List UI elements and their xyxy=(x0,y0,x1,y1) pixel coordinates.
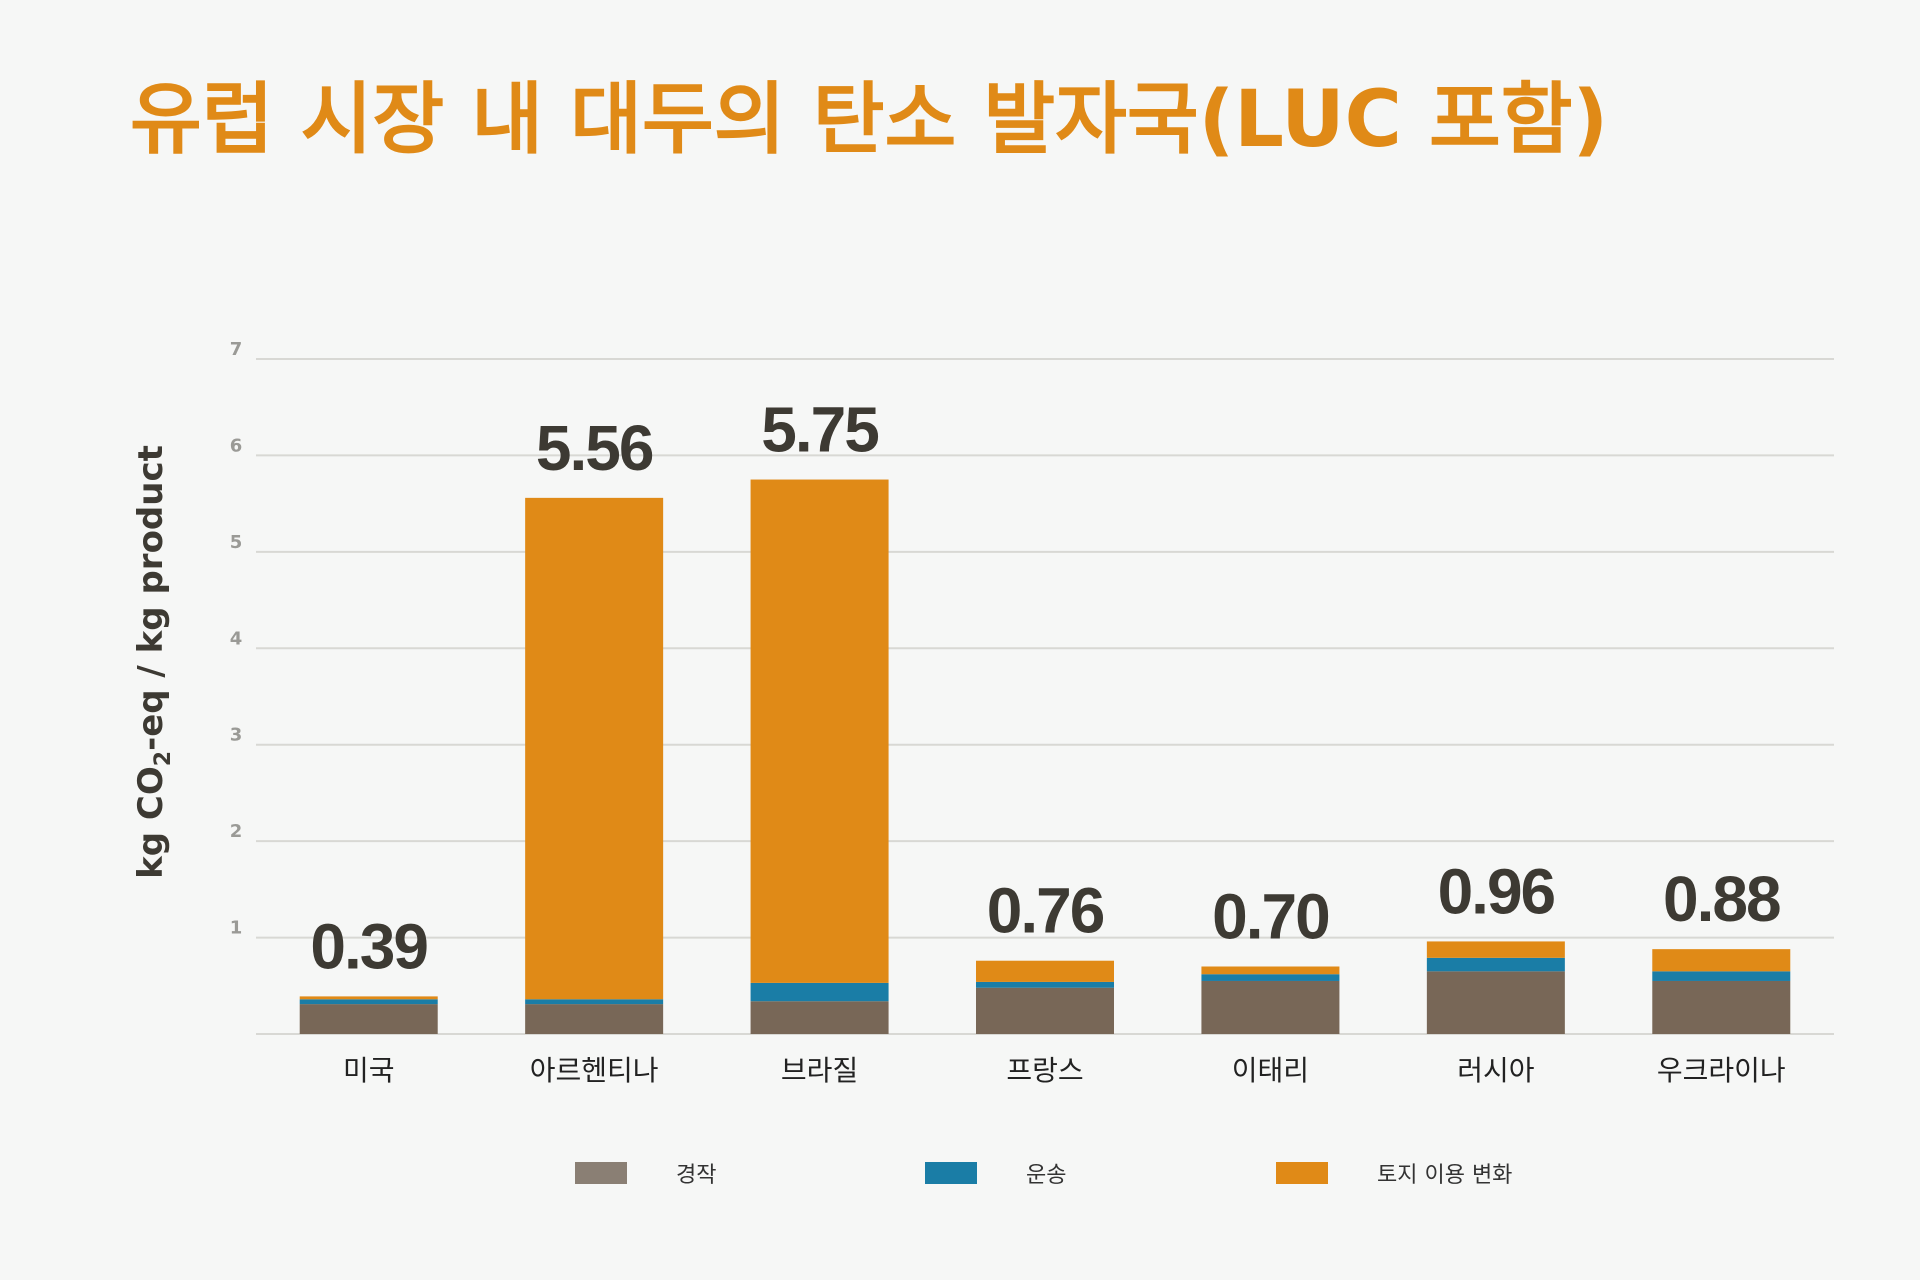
bar-segment xyxy=(976,981,1114,988)
y-tick-label: 5 xyxy=(230,532,243,553)
grid-layer: 1 2 3 4 5 6 7 xyxy=(230,339,1834,1035)
bar-total-label: 0.96 xyxy=(1438,855,1555,927)
y-tick-label: 2 xyxy=(230,821,243,842)
y-tick-label: 6 xyxy=(230,435,243,456)
bar-segment xyxy=(525,999,664,1005)
y-tick-label: 1 xyxy=(230,918,243,939)
legend-swatch xyxy=(575,1162,627,1184)
bar-segment xyxy=(1652,980,1791,1034)
bars-layer xyxy=(299,479,1791,1034)
x-category-label: 브라질 xyxy=(781,1054,858,1087)
legend-swatch xyxy=(925,1162,977,1184)
bar-segment xyxy=(1652,949,1791,972)
bar-segment xyxy=(1201,974,1340,981)
bar-segment xyxy=(525,1004,664,1034)
bar-segment xyxy=(1426,957,1565,972)
bar-segment xyxy=(976,987,1114,1034)
bar-segment xyxy=(750,982,889,1002)
bar-segment xyxy=(1652,971,1791,981)
y-axis-label: kg CO2-eq / kg product xyxy=(131,445,176,879)
y-axis-label-subscript: 2 xyxy=(151,751,176,766)
y-tick-label: 3 xyxy=(230,725,243,746)
bar-segment xyxy=(1426,941,1565,958)
legend-label: 토지 이용 변화 xyxy=(1377,1163,1512,1188)
x-category-label: 러시아 xyxy=(1457,1054,1534,1087)
bar-segment xyxy=(976,960,1114,982)
x-category-label: 프랑스 xyxy=(1006,1054,1083,1087)
bar-total-label: 5.75 xyxy=(761,394,878,466)
legend-swatch xyxy=(1276,1162,1328,1184)
bar-segment xyxy=(1201,966,1340,975)
bar-segment xyxy=(299,1004,438,1034)
bar-total-label: 0.39 xyxy=(310,910,427,982)
bar-segment xyxy=(750,479,889,983)
bar-total-label: 0.70 xyxy=(1212,881,1329,953)
bar-segment xyxy=(299,999,438,1005)
y-axis-label-part-2: -eq / kg product xyxy=(131,445,171,751)
chart-title: 유럽 시장 내 대두의 탄소 발자국(LUC 포함) xyxy=(130,75,1608,165)
y-tick-label: 4 xyxy=(230,628,243,649)
legend: 경작 운송 토지 이용 변화 xyxy=(575,1162,1512,1188)
bar-total-label: 5.56 xyxy=(536,412,653,484)
legend-label: 운송 xyxy=(1026,1163,1066,1188)
labels-layer: 0.39 미국 5.56 아르헨티나 5.75 브라질 0.76 프랑스 0.70 이태리 0.96… xyxy=(310,394,1785,1087)
x-category-label: 우크라이나 xyxy=(1657,1054,1786,1087)
bar-segment xyxy=(750,1001,889,1034)
x-category-label: 이태리 xyxy=(1232,1054,1309,1087)
bar-segment xyxy=(1426,971,1565,1034)
y-tick-label: 7 xyxy=(230,339,243,360)
legend-label: 경작 xyxy=(676,1163,716,1188)
x-category-label: 아르헨티나 xyxy=(530,1054,659,1087)
y-axis-label-part-1: kg CO xyxy=(131,766,171,879)
bar-segment xyxy=(299,996,438,1000)
bar-total-label: 0.88 xyxy=(1663,863,1780,935)
bar-total-label: 0.76 xyxy=(987,875,1104,947)
bar-segment xyxy=(1201,980,1340,1034)
x-category-label: 미국 xyxy=(343,1054,395,1087)
bar-segment xyxy=(525,497,664,1000)
